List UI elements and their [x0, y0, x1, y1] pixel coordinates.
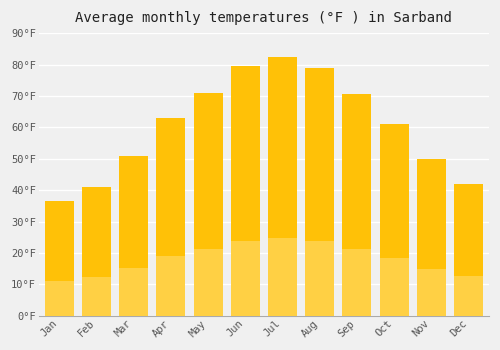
Bar — [156, 118, 186, 316]
Bar — [454, 276, 483, 316]
Bar — [82, 187, 111, 316]
Bar — [82, 277, 111, 316]
Bar — [416, 159, 446, 316]
Bar — [194, 93, 222, 316]
Bar — [305, 241, 334, 316]
Bar — [342, 250, 372, 316]
Bar — [194, 249, 222, 316]
Bar — [305, 68, 334, 316]
Bar — [268, 57, 297, 316]
Bar — [416, 269, 446, 316]
Bar — [119, 268, 148, 316]
Bar — [156, 257, 186, 316]
Bar — [119, 156, 148, 316]
Bar — [454, 184, 483, 316]
Bar — [380, 124, 408, 316]
Bar — [231, 241, 260, 316]
Bar — [342, 94, 372, 316]
Bar — [231, 66, 260, 316]
Bar — [45, 281, 74, 316]
Title: Average monthly temperatures (°F ) in Sarband: Average monthly temperatures (°F ) in Sa… — [76, 11, 452, 25]
Bar — [45, 201, 74, 316]
Bar — [268, 238, 297, 316]
Bar — [380, 258, 408, 316]
